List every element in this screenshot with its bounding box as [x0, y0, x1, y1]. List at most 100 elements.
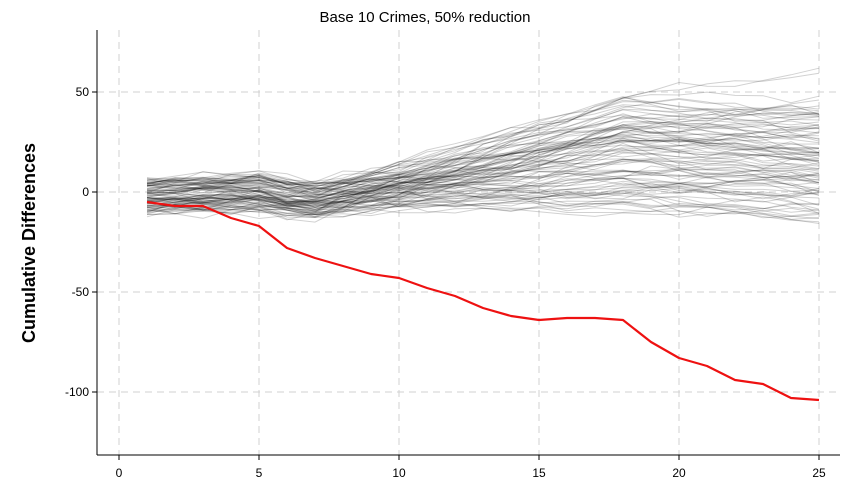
background-series-line [146, 123, 820, 208]
background-series-line [146, 152, 820, 198]
background-series-line [146, 197, 820, 213]
background-series-line [146, 181, 820, 220]
background-series-line [146, 170, 820, 213]
background-series-line [146, 98, 820, 198]
background-series-line [146, 179, 820, 208]
background-series-line [146, 102, 820, 184]
background-series-line [146, 172, 820, 208]
background-series-line [146, 105, 820, 190]
background-series-line [146, 112, 820, 193]
background-series-line [146, 187, 820, 206]
background-series-line [146, 187, 820, 214]
x-tick-label: 10 [392, 466, 406, 480]
background-series-line [146, 67, 820, 218]
background-series-line [147, 164, 820, 197]
background-series-line [146, 101, 820, 206]
background-series-line [146, 136, 820, 186]
background-series-line [146, 138, 820, 209]
background-series-line [146, 150, 820, 190]
background-series-line [146, 109, 820, 190]
background-series-line [146, 119, 820, 223]
background-series-line [146, 161, 820, 201]
background-series-line [146, 182, 820, 218]
background-series-line [146, 122, 820, 205]
background-series-line [146, 177, 820, 208]
background-series-line [146, 170, 820, 194]
background-series-line [146, 153, 820, 207]
background-series-line [146, 167, 820, 190]
background-series-line [146, 113, 820, 189]
background-series-line [146, 158, 820, 194]
background-series-line [146, 138, 820, 192]
background-series-line [146, 134, 820, 186]
background-series-line [146, 124, 820, 215]
background-series-line [146, 146, 820, 198]
background-series-line [146, 190, 820, 211]
background-series-line [146, 204, 820, 217]
background-series-group [146, 67, 820, 224]
background-series-line [146, 72, 820, 219]
axes: 0 5 10 15 20 25 50 0 -50 -100 [65, 30, 840, 480]
background-series-line [146, 187, 820, 217]
background-series-line [146, 124, 820, 216]
x-tick-label: 25 [812, 466, 826, 480]
background-series-line [146, 91, 820, 192]
background-series-line [146, 125, 820, 204]
highlight-series-line [146, 200, 820, 402]
background-series-line [146, 159, 820, 216]
background-series-line [146, 169, 820, 208]
background-series-line [146, 177, 820, 200]
y-tick-label: -100 [65, 385, 89, 399]
background-series-line [146, 128, 820, 187]
background-series-line [146, 145, 820, 196]
background-series-line [146, 128, 819, 197]
background-series-line [146, 137, 820, 210]
background-series-line [146, 104, 820, 205]
background-series-line [146, 104, 820, 207]
background-series-line [146, 198, 820, 217]
background-series-line [146, 183, 820, 223]
background-series-line [146, 169, 820, 191]
background-series-line [146, 158, 820, 198]
y-tick-label: -50 [72, 285, 90, 299]
background-series-line [146, 136, 820, 211]
y-axis-label: Cumulative Differences [19, 143, 39, 343]
background-series-line [146, 175, 820, 210]
background-series-line [146, 132, 820, 207]
x-tick-label: 15 [532, 466, 546, 480]
background-series-line [146, 158, 820, 203]
background-series-line [146, 141, 820, 199]
background-series-line [146, 96, 820, 198]
background-series-line [146, 131, 820, 198]
background-series-line [146, 182, 820, 214]
background-series-line [146, 154, 820, 220]
background-series-line [146, 109, 820, 205]
background-series-line [146, 121, 820, 216]
background-series-line [146, 121, 820, 213]
background-series-line [146, 99, 820, 214]
background-series-line [146, 169, 820, 209]
background-series-line [146, 105, 820, 195]
background-series-line [146, 112, 820, 209]
background-series-line [146, 186, 820, 219]
background-series-line [146, 135, 820, 193]
background-series-line [146, 166, 820, 210]
background-series-line [146, 158, 820, 204]
background-series-line [146, 97, 820, 221]
background-series-line [146, 172, 820, 216]
background-series-line [146, 149, 820, 207]
highlight-series-group [146, 200, 820, 402]
background-series-line [146, 182, 820, 215]
background-series-line [146, 127, 820, 219]
background-series-line [146, 142, 820, 195]
background-series-line [146, 168, 820, 201]
background-series-line [146, 111, 820, 186]
x-tick-label: 20 [672, 466, 686, 480]
background-series-line [146, 176, 820, 218]
background-series-line [146, 123, 820, 210]
chart-title: Base 10 Crimes, 50% reduction [320, 9, 531, 26]
x-tick-label: 5 [256, 466, 263, 480]
